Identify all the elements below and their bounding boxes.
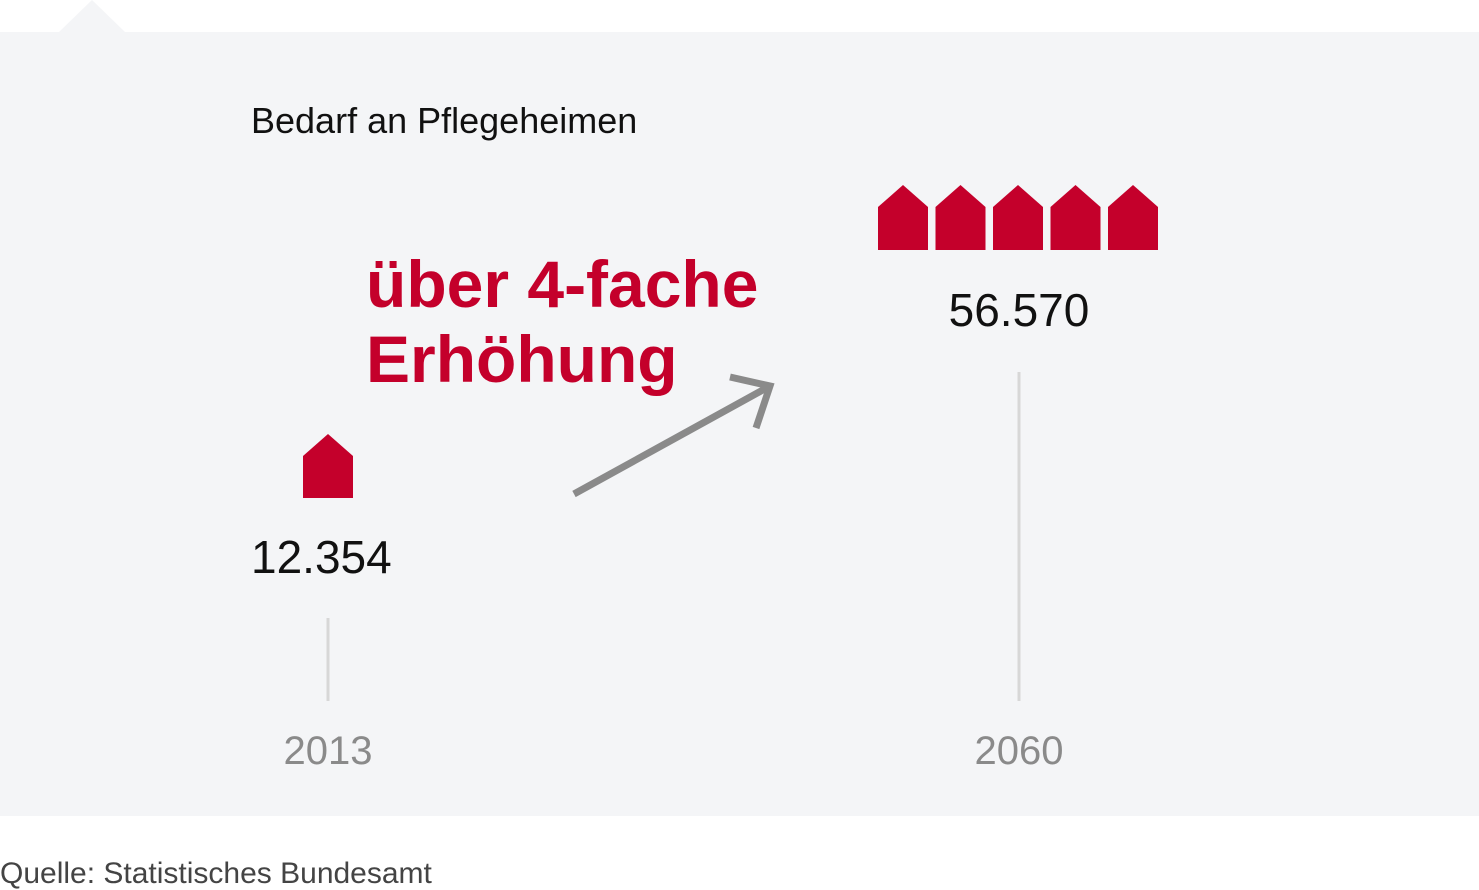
up-right-arrow-icon [572, 373, 775, 498]
house-group-2013 [303, 434, 353, 498]
house-icon [935, 185, 986, 250]
annotation-line-2: Erhöhung [366, 322, 678, 396]
house-icon [1108, 185, 1158, 250]
annotation-line-1: über 4-fache [366, 247, 758, 321]
chart-panel [0, 32, 1479, 816]
chart-title: Bedarf an Pflegeheimen [251, 100, 637, 141]
source-note: Quelle: Statistisches Bundesamt [0, 857, 433, 890]
house-group-2060 [878, 185, 1158, 250]
house-icon [878, 185, 928, 250]
value-label-2060: 56.570 [949, 284, 1090, 336]
house-icon [303, 434, 353, 498]
value-label-2013: 12.354 [251, 531, 392, 583]
panel-notch [58, 0, 126, 33]
year-label-2060: 2060 [975, 729, 1064, 773]
house-icon [993, 185, 1043, 250]
year-label-2013: 2013 [284, 729, 373, 773]
house-icon [1050, 185, 1101, 250]
